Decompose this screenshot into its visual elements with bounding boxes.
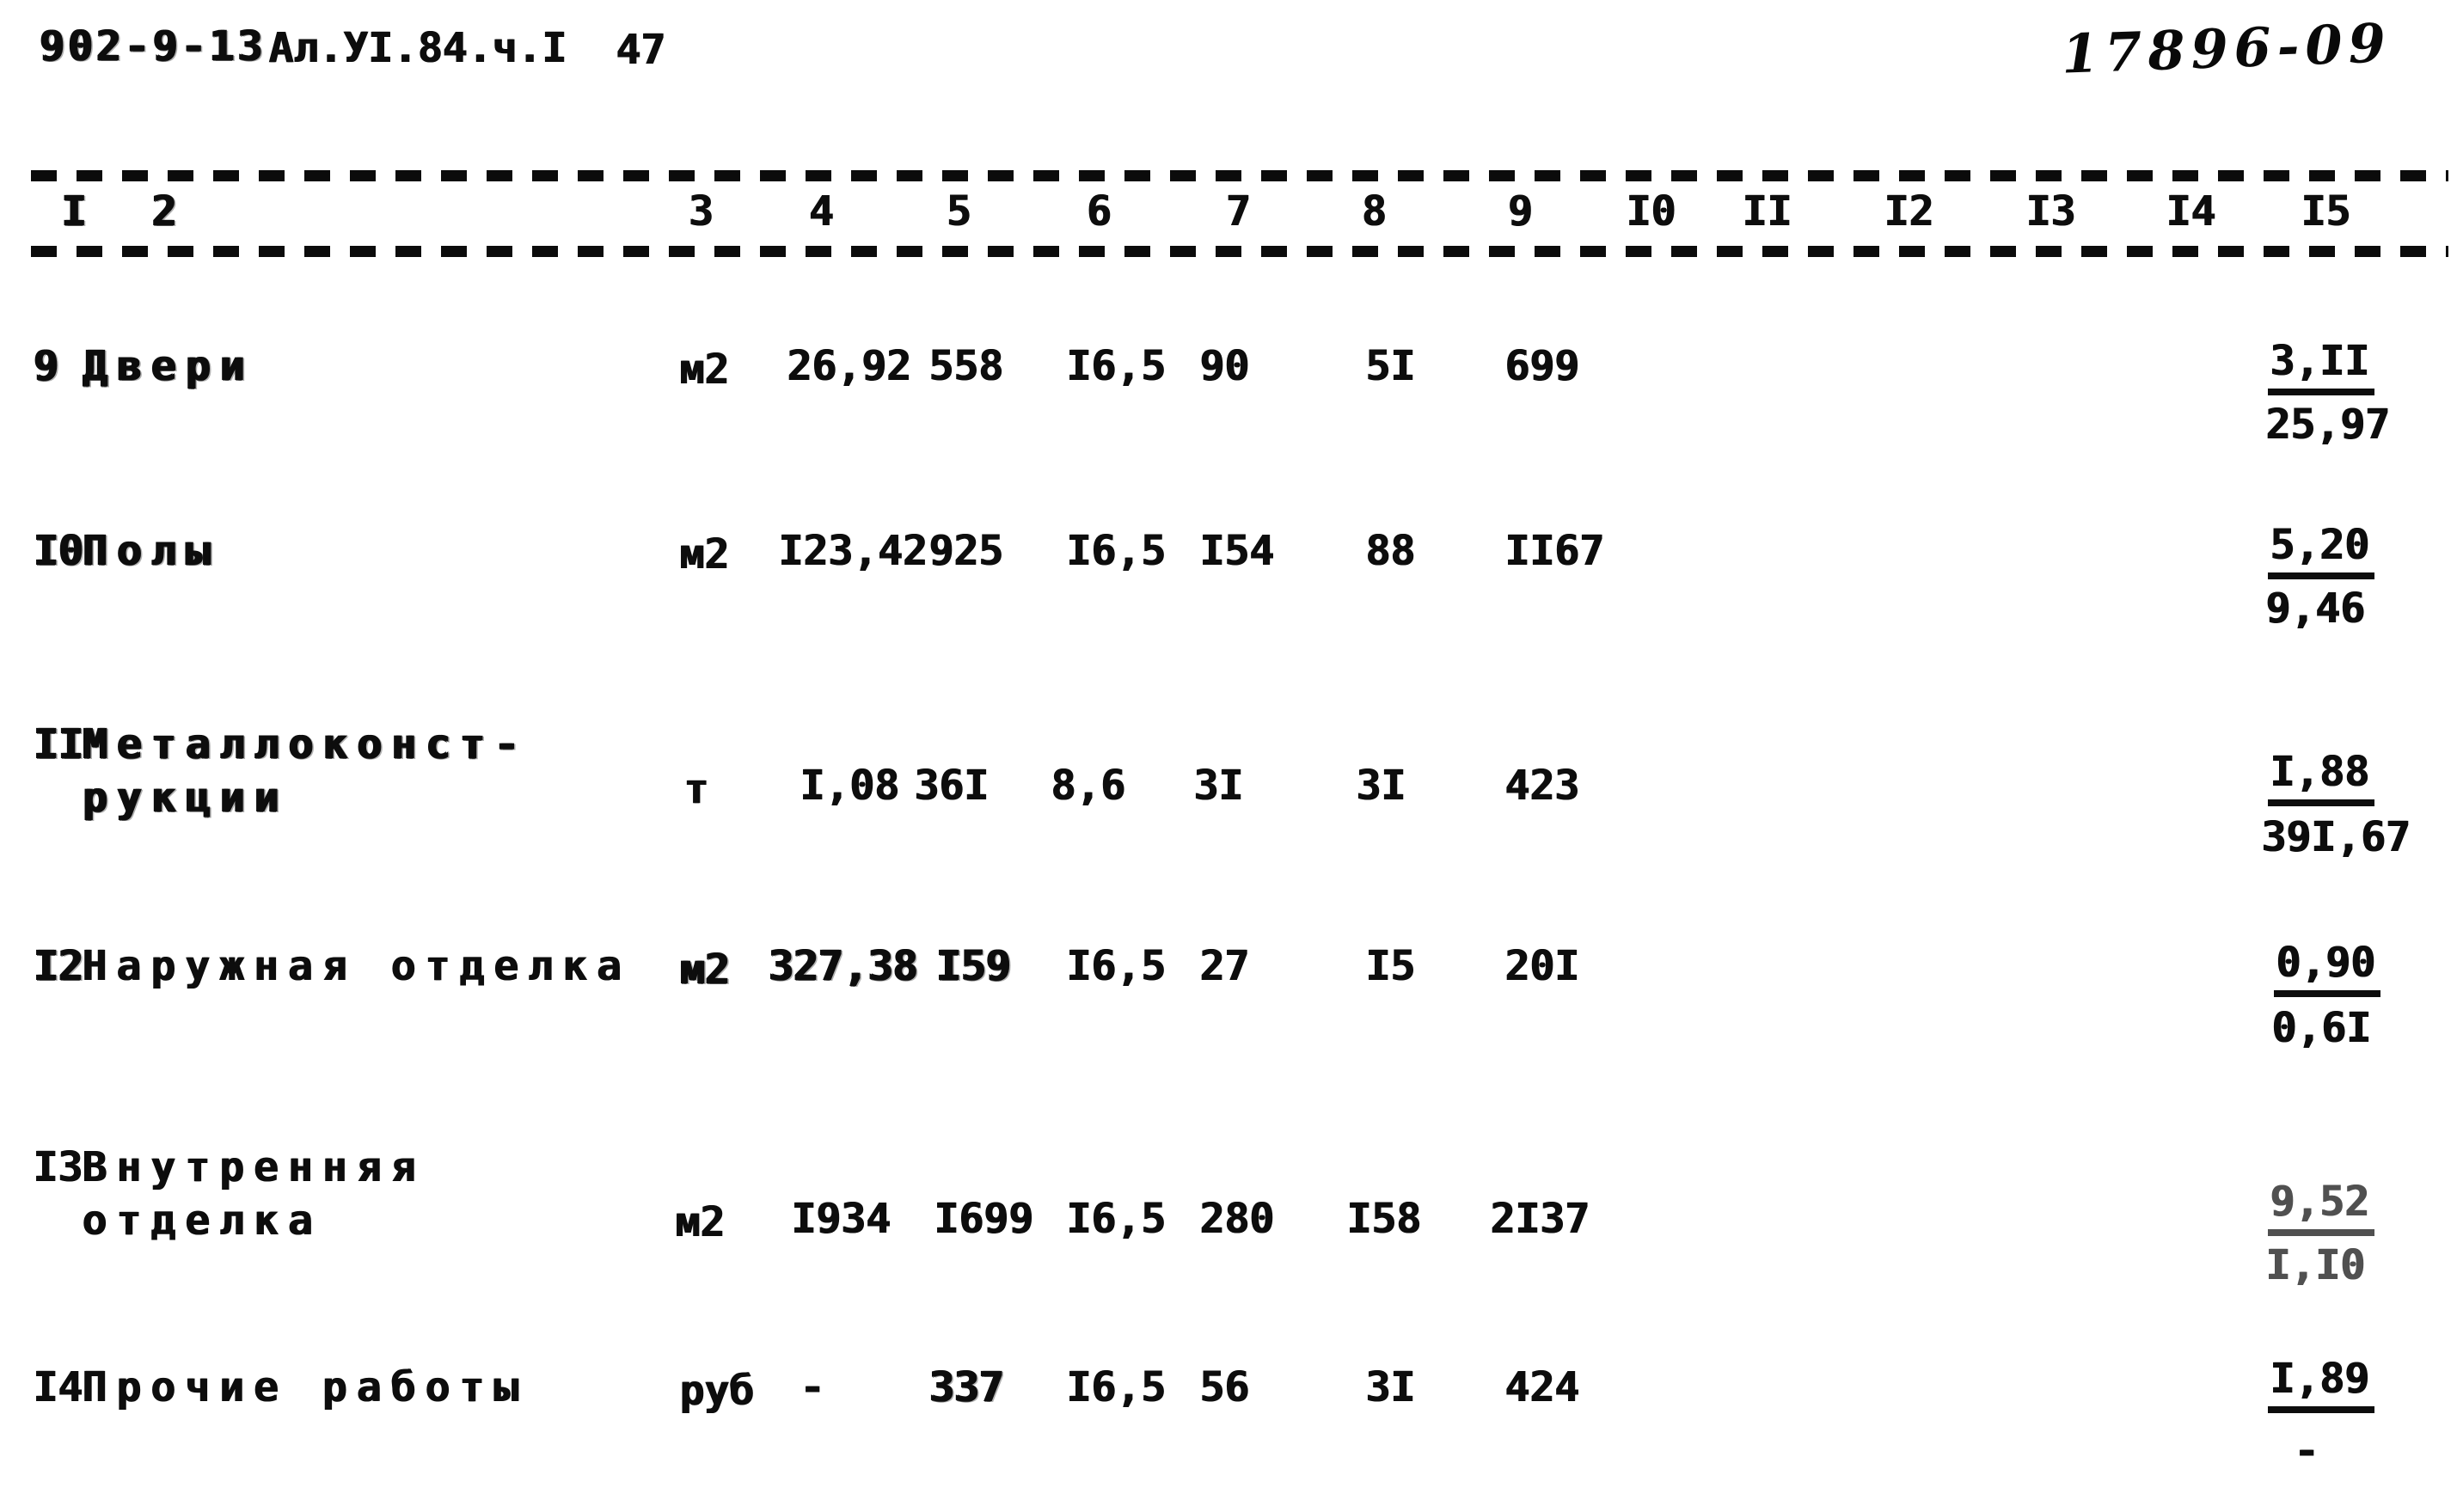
col15-top-value: I,88: [2268, 750, 2374, 806]
col4-cell: I23,42: [778, 527, 928, 575]
unit-cell: м2: [679, 530, 729, 578]
unit-cell: м2: [675, 1198, 725, 1246]
col15-top-value: 5,20: [2268, 523, 2374, 579]
column-number-14: I4: [2166, 187, 2215, 236]
column-number-10: I0: [1626, 187, 1676, 236]
work-name-line2: рукции: [82, 774, 288, 822]
col7-cell: 27: [1199, 942, 1249, 990]
col4-cell: 26,92: [787, 342, 911, 390]
col5-cell: 925: [928, 527, 1003, 575]
col5-cell: 337: [928, 1363, 1003, 1411]
col15-bottom-value: -: [2294, 1427, 2319, 1475]
work-name: Наружная отделка: [82, 942, 631, 990]
col15-top-value: 3,II: [2268, 339, 2374, 395]
col8-cell: I58: [1346, 1195, 1421, 1243]
col6-cell: I6,5: [1066, 1195, 1166, 1243]
col15-top-value: 0,90: [2274, 940, 2380, 997]
col8-cell: 3I: [1356, 762, 1406, 810]
col7-cell: I54: [1199, 527, 1274, 575]
doc-number: 902-9-13: [39, 22, 266, 70]
col9-cell: 699: [1504, 342, 1579, 390]
col8-cell: 3I: [1365, 1363, 1415, 1411]
col6-cell: 8,6: [1051, 762, 1125, 810]
column-number-15: I5: [2301, 187, 2350, 236]
column-number-9: 9: [1507, 187, 1533, 236]
col6-cell: I6,5: [1066, 342, 1166, 390]
col9-cell: 20I: [1504, 942, 1579, 990]
work-name: Металлоконст-: [82, 720, 528, 768]
work-name: Прочие работы: [82, 1363, 528, 1411]
col8-cell: I5: [1365, 942, 1415, 990]
col9-cell: 424: [1504, 1363, 1579, 1411]
col7-cell: 90: [1199, 342, 1249, 390]
work-name: Внутренняя: [82, 1143, 425, 1191]
unit-cell: м2: [679, 346, 729, 394]
work-name-line2: отделка: [82, 1197, 322, 1245]
handwritten-code: 17896-09: [2060, 11, 2393, 86]
column-number-3: 3: [688, 187, 714, 236]
unit-cell: руб: [679, 1367, 754, 1415]
col4-cell: -: [800, 1363, 824, 1411]
col6-cell: I6,5: [1066, 942, 1166, 990]
column-number-8: 8: [1361, 187, 1387, 236]
column-number-6: 6: [1086, 187, 1112, 236]
col15-bottom-value: I,I0: [2265, 1241, 2365, 1289]
row-number: I4: [33, 1363, 83, 1411]
col5-cell: I699: [934, 1195, 1033, 1243]
col15-bottom-value: 25,97: [2265, 401, 2390, 449]
column-number-7: 7: [1225, 187, 1251, 236]
col6-cell: I6,5: [1066, 1363, 1166, 1411]
col15-bottom-value: 0,6I: [2271, 1004, 2371, 1052]
col7-cell: 56: [1199, 1363, 1249, 1411]
col8-cell: 88: [1365, 527, 1415, 575]
unit-cell: т: [683, 765, 708, 813]
col5-cell: 36I: [914, 762, 989, 810]
row-number: II: [33, 720, 83, 768]
work-name: Двери: [82, 342, 254, 390]
col9-cell: 2I37: [1490, 1195, 1590, 1243]
column-number-2: 2: [150, 187, 176, 236]
work-name: Полы: [82, 527, 219, 575]
column-number-1: I: [60, 187, 86, 236]
col4-cell: I,08: [800, 762, 899, 810]
column-number-12: I2: [1884, 187, 1933, 236]
col15-bottom-value: 9,46: [2265, 585, 2365, 633]
unit-cell: м2: [679, 946, 729, 994]
row-number: I0: [33, 527, 83, 575]
row-number: I3: [33, 1143, 83, 1191]
album-code: Ал.УI.84.ч.I: [268, 24, 567, 72]
col6-cell: I6,5: [1066, 527, 1166, 575]
col15-top-value: 9,52: [2268, 1179, 2374, 1236]
col15-bottom-value: 39I,67: [2261, 813, 2411, 861]
col9-cell: II67: [1504, 527, 1604, 575]
col5-cell: I59: [935, 942, 1010, 990]
column-number-5: 5: [946, 187, 971, 236]
col4-cell: 327,38: [768, 942, 917, 990]
col8-cell: 5I: [1365, 342, 1415, 390]
table-header-bottom-rule: [31, 246, 2448, 257]
table-header-top-rule: [31, 170, 2448, 181]
column-number-11: II: [1742, 187, 1792, 236]
col4-cell: I934: [791, 1195, 891, 1243]
col9-cell: 423: [1504, 762, 1579, 810]
col7-cell: 3I: [1193, 762, 1243, 810]
column-number-4: 4: [808, 187, 834, 236]
col15-top-value: I,89: [2268, 1356, 2374, 1413]
row-number: I2: [33, 942, 83, 990]
col7-cell: 280: [1199, 1195, 1274, 1243]
page-number: 47: [616, 26, 665, 74]
column-number-13: I3: [2025, 187, 2075, 236]
row-number: 9: [33, 342, 58, 390]
col5-cell: 558: [928, 342, 1003, 390]
